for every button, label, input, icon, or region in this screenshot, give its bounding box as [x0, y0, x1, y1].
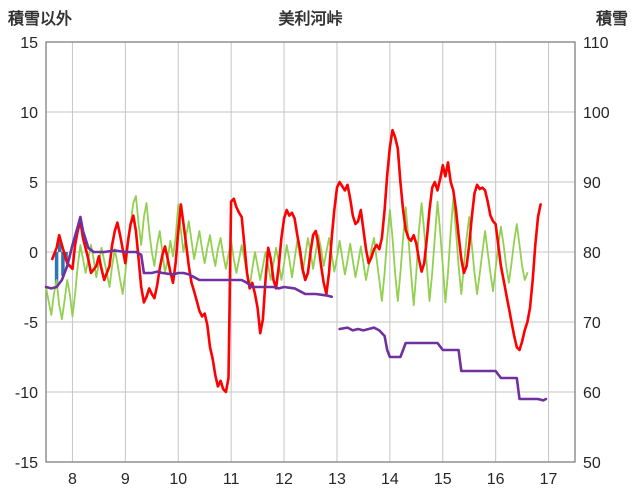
- left-axis-tick-label: 15: [20, 35, 38, 52]
- right-axis-tick-label: 100: [583, 105, 610, 122]
- chart-title: 美利河峠: [278, 11, 343, 28]
- right-axis-tick-label: 80: [583, 245, 601, 262]
- plot-border: [45, 41, 576, 463]
- left-axis-tick-label: 10: [20, 105, 38, 122]
- left-axis-title: 積雪以外: [8, 11, 73, 28]
- x-axis-tick-label: 8: [68, 471, 77, 488]
- x-axis-tick-label: 17: [540, 471, 558, 488]
- x-axis-tick-label: 10: [169, 471, 187, 488]
- x-axis-tick-label: 16: [487, 471, 505, 488]
- right-axis-tick-label: 70: [583, 315, 601, 332]
- left-axis-tick-label: -10: [15, 385, 38, 402]
- left-axis-tick-label: -15: [15, 455, 38, 472]
- left-axis-tick-label: -5: [24, 315, 38, 332]
- x-axis-tick-label: 12: [275, 471, 293, 488]
- x-axis-tick-label: 9: [121, 471, 130, 488]
- red-line: [50, 128, 542, 394]
- right-axis-tick-label: 90: [583, 175, 601, 192]
- left-axis-tick-label: 0: [29, 245, 38, 262]
- right-axis-title: 積雪: [595, 11, 628, 28]
- x-axis-tick-label: 15: [434, 471, 452, 488]
- purple-line: [44, 215, 334, 299]
- right-axis-tick-label: 60: [583, 385, 601, 402]
- right-axis-tick-label: 110: [583, 35, 609, 52]
- x-axis-tick-label: 11: [223, 471, 240, 488]
- right-axis-tick-label: 50: [583, 455, 601, 472]
- left-axis-tick-label: 5: [29, 175, 38, 192]
- purple-line: [338, 326, 548, 402]
- x-axis-tick-label: 13: [328, 471, 346, 488]
- x-axis-tick-label: 14: [381, 471, 399, 488]
